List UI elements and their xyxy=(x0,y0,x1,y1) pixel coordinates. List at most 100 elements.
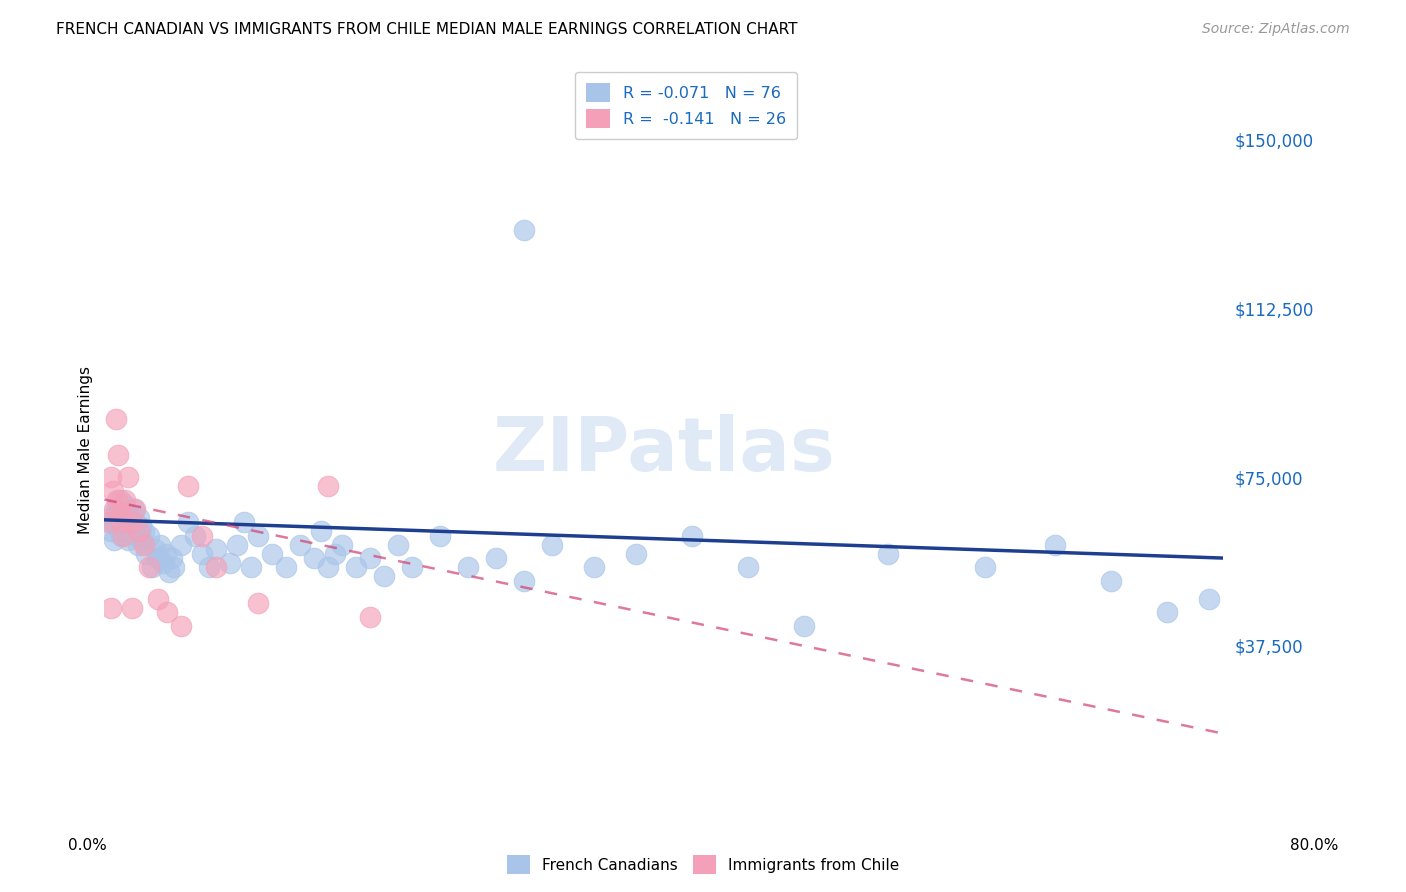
Legend: French Canadians, Immigrants from Chile: French Canadians, Immigrants from Chile xyxy=(501,849,905,880)
Point xyxy=(170,538,193,552)
Point xyxy=(681,528,703,542)
Point xyxy=(191,547,214,561)
Point xyxy=(146,591,169,606)
Point xyxy=(127,538,149,552)
Point xyxy=(387,538,409,552)
Point xyxy=(110,515,132,529)
Point xyxy=(624,547,647,561)
Point xyxy=(184,528,207,542)
Point xyxy=(114,524,136,538)
Point xyxy=(1045,538,1067,552)
Point xyxy=(117,533,139,547)
Text: Source: ZipAtlas.com: Source: ZipAtlas.com xyxy=(1202,22,1350,37)
Point xyxy=(240,560,263,574)
Point xyxy=(1099,574,1122,588)
Point xyxy=(302,551,325,566)
Point xyxy=(141,560,163,574)
Point xyxy=(191,528,214,542)
Point xyxy=(131,533,153,547)
Point xyxy=(108,492,131,507)
Point xyxy=(157,565,180,579)
Point xyxy=(111,515,134,529)
Point xyxy=(163,560,186,574)
Point xyxy=(276,560,298,574)
Point xyxy=(104,411,127,425)
Text: 0.0%: 0.0% xyxy=(67,838,107,853)
Text: 80.0%: 80.0% xyxy=(1291,838,1339,853)
Point xyxy=(457,560,479,574)
Point xyxy=(104,501,127,516)
Point xyxy=(100,600,122,615)
Point xyxy=(128,510,150,524)
Point xyxy=(132,538,155,552)
Point xyxy=(115,506,138,520)
Point xyxy=(177,515,200,529)
Point xyxy=(129,519,152,533)
Point xyxy=(974,560,997,574)
Point xyxy=(132,524,155,538)
Point xyxy=(316,479,339,493)
Text: ZIPatlas: ZIPatlas xyxy=(492,414,835,486)
Point xyxy=(97,515,120,529)
Point xyxy=(198,560,221,574)
Point xyxy=(429,528,451,542)
Point xyxy=(125,528,148,542)
Point xyxy=(138,528,160,542)
Point xyxy=(138,560,160,574)
Point xyxy=(101,515,124,529)
Point xyxy=(401,560,423,574)
Point xyxy=(582,560,605,574)
Point xyxy=(876,547,898,561)
Point xyxy=(103,533,125,547)
Point xyxy=(108,506,131,520)
Y-axis label: Median Male Earnings: Median Male Earnings xyxy=(79,366,93,534)
Point xyxy=(111,528,134,542)
Point xyxy=(107,448,129,462)
Point xyxy=(107,506,129,520)
Point xyxy=(100,524,122,538)
Point xyxy=(226,538,249,552)
Point xyxy=(330,538,353,552)
Point xyxy=(152,556,174,570)
Point xyxy=(121,515,143,529)
Point xyxy=(513,574,536,588)
Point xyxy=(156,605,179,619)
Point xyxy=(112,497,135,511)
Point xyxy=(114,492,136,507)
Point xyxy=(373,569,395,583)
Point xyxy=(135,547,157,561)
Point xyxy=(124,515,146,529)
Point xyxy=(513,222,536,236)
Point xyxy=(155,547,177,561)
Point xyxy=(205,560,228,574)
Point xyxy=(105,519,128,533)
Point xyxy=(122,501,145,516)
Point xyxy=(359,551,381,566)
Point xyxy=(205,542,228,557)
Point xyxy=(323,547,346,561)
Point xyxy=(177,479,200,493)
Point xyxy=(262,547,284,561)
Point xyxy=(121,600,143,615)
Point xyxy=(124,501,146,516)
Point xyxy=(120,510,142,524)
Point xyxy=(485,551,508,566)
Legend: R = -0.071   N = 76, R =  -0.141   N = 26: R = -0.071 N = 76, R = -0.141 N = 26 xyxy=(575,71,797,139)
Point xyxy=(359,609,381,624)
Point xyxy=(103,501,125,516)
Point xyxy=(233,515,256,529)
Point xyxy=(146,551,169,566)
Point xyxy=(247,596,270,610)
Point xyxy=(247,528,270,542)
Point xyxy=(170,618,193,632)
Point xyxy=(288,538,311,552)
Point xyxy=(149,538,172,552)
Point xyxy=(101,483,124,498)
Text: FRENCH CANADIAN VS IMMIGRANTS FROM CHILE MEDIAN MALE EARNINGS CORRELATION CHART: FRENCH CANADIAN VS IMMIGRANTS FROM CHILE… xyxy=(56,22,797,37)
Point xyxy=(121,524,143,538)
Point xyxy=(128,524,150,538)
Point xyxy=(117,470,139,484)
Point xyxy=(105,492,128,507)
Point xyxy=(110,528,132,542)
Point xyxy=(100,470,122,484)
